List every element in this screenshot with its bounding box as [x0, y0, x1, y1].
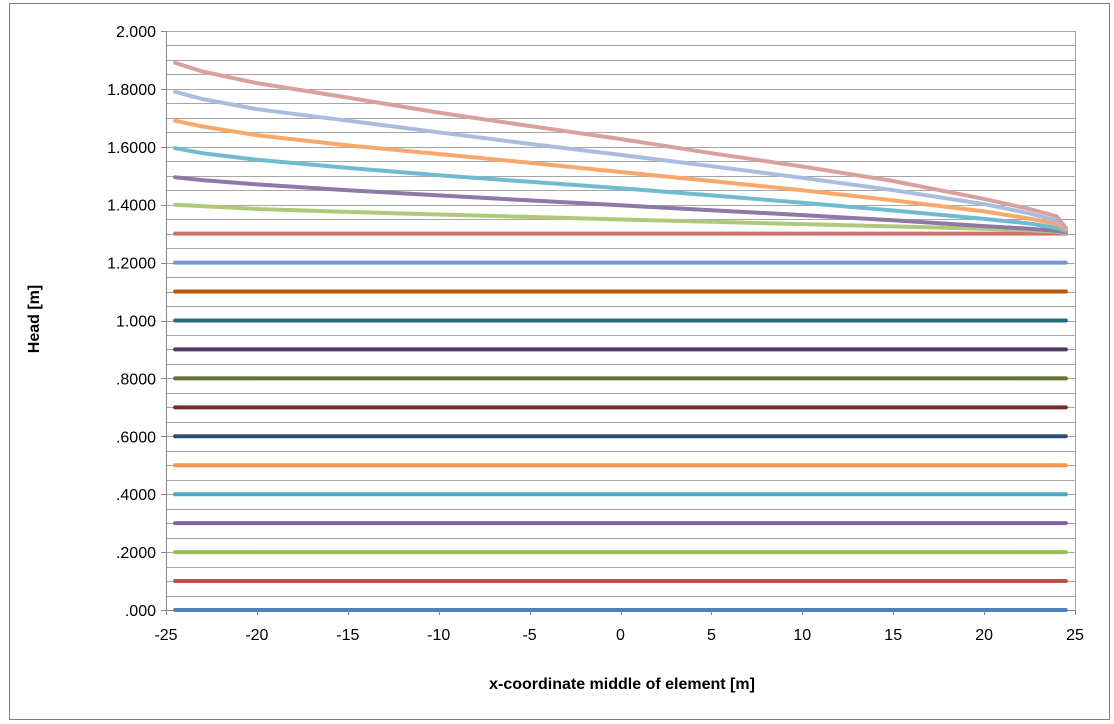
x-tick-label: 25	[1066, 627, 1084, 644]
y-tick-label: 1.4000	[107, 198, 156, 215]
y-tick-label: 1.6000	[107, 140, 156, 157]
x-tick-label: -5	[522, 627, 536, 644]
series-lines	[173, 60, 1068, 612]
x-tick-label: 0	[616, 627, 625, 644]
series-line-20	[173, 60, 1068, 230]
x-tick-label: -15	[336, 627, 359, 644]
series-line-17	[173, 146, 1068, 234]
x-tick-label: -20	[245, 627, 268, 644]
x-tick-label: 5	[707, 627, 716, 644]
y-tick-label: 1.000	[116, 314, 156, 331]
y-tick-label: 2.000	[116, 24, 156, 41]
x-tick-label: 10	[793, 627, 811, 644]
x-tick-label: 20	[975, 627, 993, 644]
y-tick-label: .6000	[116, 429, 156, 446]
x-tick-label: -10	[427, 627, 450, 644]
series-line-15	[173, 202, 1068, 236]
y-tick-label: .2000	[116, 545, 156, 562]
series-line-18	[173, 118, 1068, 232]
x-tick-label: 15	[884, 627, 902, 644]
x-axis-ticks: -25 -20 -15 -10 -5 0 5 10 15 20 25	[154, 610, 1084, 644]
y-axis-ticks: .000 .2000 .4000 .6000 .8000 1.000 1.2000 1.400…	[107, 24, 166, 620]
y-tick-label: 1.8000	[107, 82, 156, 99]
y-tick-label: .000	[125, 603, 156, 620]
x-tick-label: -25	[154, 627, 177, 644]
y-tick-label: .8000	[116, 371, 156, 388]
series-line-16	[173, 175, 1068, 235]
y-axis-title: Head [m]	[26, 285, 43, 353]
y-tick-label: 1.2000	[107, 256, 156, 273]
x-axis-title: x-coordinate middle of element [m]	[489, 676, 755, 693]
series-line-19	[173, 89, 1068, 231]
y-tick-label: .4000	[116, 487, 156, 504]
